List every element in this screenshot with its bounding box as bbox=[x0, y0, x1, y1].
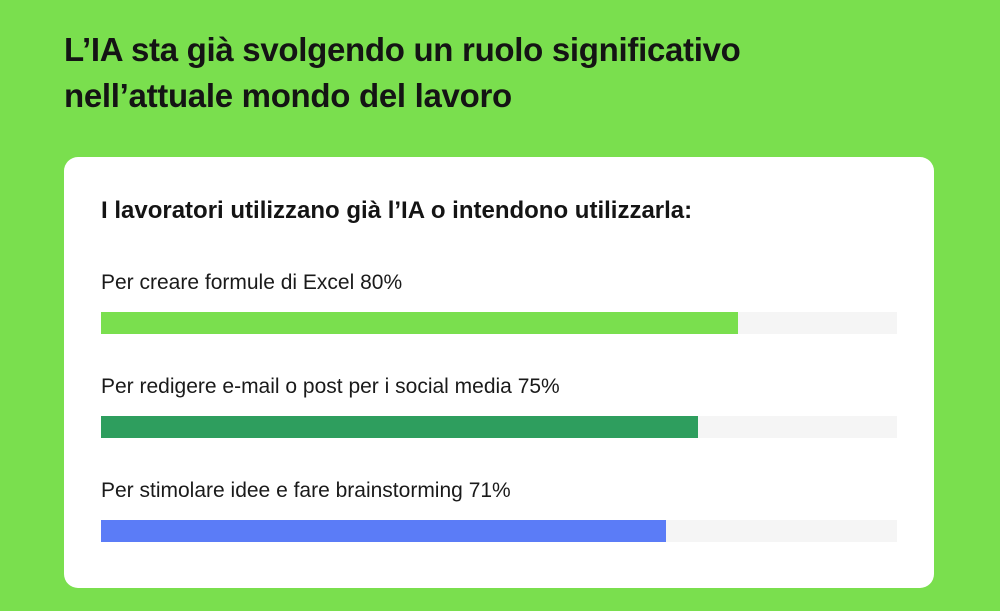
bar-category-excel: Per creare formule di Excel bbox=[101, 271, 355, 294]
page-title-line-2: nell’attuale mondo del lavoro bbox=[64, 77, 512, 114]
bar-value-label-excel: 80% bbox=[360, 271, 403, 294]
page-title: L’IA sta già svolgendo un ruolo signific… bbox=[64, 27, 924, 119]
bar-category-email-social: Per redigere e-mail o post per i social … bbox=[101, 375, 512, 398]
bar-category-brainstorming: Per stimolare idee e fare brainstorming bbox=[101, 479, 463, 502]
bar-label-brainstorming: Per stimolare idee e fare brainstorming … bbox=[101, 478, 511, 504]
bar-track-email-social bbox=[101, 416, 897, 438]
bar-track-excel bbox=[101, 312, 897, 334]
bar-email-social bbox=[101, 416, 698, 438]
bar-excel bbox=[101, 312, 738, 334]
chart-title: I lavoratori utilizzano già l’IA o inten… bbox=[101, 197, 693, 224]
chart-card: I lavoratori utilizzano già l’IA o inten… bbox=[64, 157, 934, 588]
bar-value-label-brainstorming: 71% bbox=[468, 479, 511, 502]
bar-item-excel: Per creare formule di Excel 80% bbox=[101, 270, 897, 345]
bar-track-brainstorming bbox=[101, 520, 897, 542]
bar-item-email-social: Per redigere e-mail o post per i social … bbox=[101, 374, 897, 449]
bar-item-brainstorming: Per stimolare idee e fare brainstorming … bbox=[101, 478, 897, 553]
bar-value-label-email-social: 75% bbox=[517, 375, 560, 398]
page-title-line-1: L’IA sta già svolgendo un ruolo signific… bbox=[64, 31, 741, 68]
bar-brainstorming bbox=[101, 520, 667, 542]
bar-label-email-social: Per redigere e-mail o post per i social … bbox=[101, 374, 560, 400]
bar-label-excel: Per creare formule di Excel 80% bbox=[101, 270, 402, 296]
